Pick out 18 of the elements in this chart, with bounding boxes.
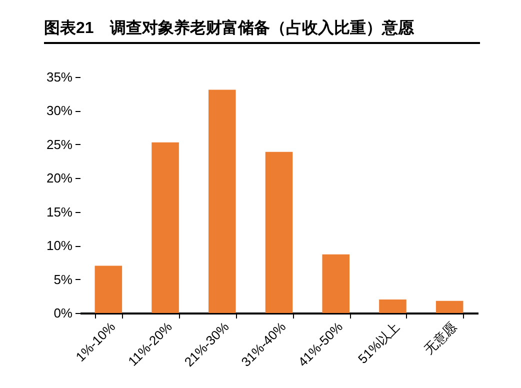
bar [208, 90, 236, 313]
y-tick-label: 35% [46, 70, 73, 84]
bar [436, 300, 464, 313]
x-tick-label: 51%以上 [355, 319, 402, 366]
bar [379, 300, 406, 313]
y-tick-label: 5% [54, 272, 73, 287]
bar [94, 266, 122, 313]
bar [265, 152, 293, 313]
y-tick-label: 25% [46, 136, 73, 152]
y-tick-label: 30% [46, 103, 73, 118]
y-tick-label: 15% [46, 204, 73, 220]
bar [152, 142, 179, 313]
y-tick-label: 20% [46, 170, 73, 186]
y-tick-label: 0% [54, 306, 73, 320]
y-tick-label: 10% [46, 238, 73, 254]
x-tick-label: 无意愿 [421, 319, 460, 358]
bar [322, 254, 350, 313]
chart-title: 图表21 调查对象养老财富储备（占收入比重）意愿 [44, 18, 480, 44]
